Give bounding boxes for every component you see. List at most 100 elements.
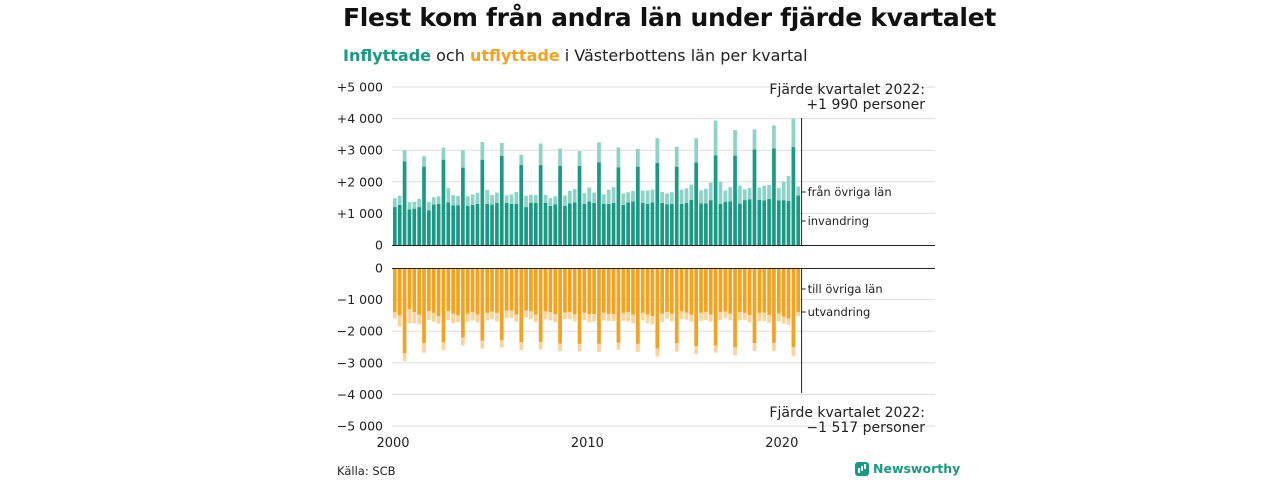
outflow-bars — [393, 268, 801, 362]
bar-invandring — [601, 194, 606, 204]
bar-utvandring — [757, 312, 762, 322]
bar-invandring — [470, 194, 475, 205]
bar-till-ovriga-lan — [402, 268, 407, 354]
bar-invandring — [499, 142, 504, 156]
bar-invandring — [621, 193, 626, 205]
bar-till-ovriga-lan — [616, 268, 621, 343]
bar-fran-ovriga-lan — [742, 200, 747, 245]
bar-invandring — [689, 184, 694, 200]
annotation-bottom-line: −1 517 personer — [806, 420, 925, 436]
bar-utvandring — [762, 312, 767, 322]
bar-fran-ovriga-lan — [718, 203, 723, 245]
bar-fran-ovriga-lan — [704, 203, 708, 245]
bar-utvandring — [475, 314, 480, 323]
bar-till-ovriga-lan — [606, 268, 611, 315]
bar-invandring — [475, 192, 480, 204]
bar-till-ovriga-lan — [553, 268, 558, 315]
bar-till-ovriga-lan — [519, 268, 524, 343]
bar-till-ovriga-lan — [529, 268, 533, 312]
bar-utvandring — [543, 311, 548, 320]
bar-utvandring — [631, 314, 635, 324]
series-labels: från övriga län invandring till övriga län… — [801, 185, 892, 319]
bar-till-ovriga-lan — [713, 268, 718, 346]
bar-utvandring — [451, 313, 456, 324]
bar-utvandring — [704, 311, 708, 320]
bar-till-ovriga-lan — [767, 268, 771, 316]
bar-utvandring — [674, 343, 679, 352]
bar-invandring — [427, 202, 431, 211]
bar-invandring — [538, 143, 543, 166]
bar-invandring — [747, 188, 752, 200]
bar-invandring — [704, 188, 708, 204]
bar-invandring — [441, 147, 446, 160]
bar-utvandring — [679, 311, 684, 319]
bar-till-ovriga-lan — [470, 268, 475, 313]
bar-invandring — [451, 195, 456, 206]
bar-utvandring — [728, 313, 733, 321]
bar-fran-ovriga-lan — [470, 204, 475, 245]
bar-utvandring — [412, 312, 417, 324]
bar-utvandring — [441, 342, 446, 351]
bar-utvandring — [723, 311, 728, 319]
bar-till-ovriga-lan — [640, 268, 645, 313]
bar-till-ovriga-lan — [456, 268, 460, 316]
y-tick-top: 0 — [375, 238, 383, 253]
bar-invandring — [670, 192, 674, 204]
bar-fran-ovriga-lan — [781, 200, 786, 245]
bar-utvandring — [660, 313, 664, 323]
bar-fran-ovriga-lan — [655, 162, 660, 245]
bar-invandring — [587, 187, 592, 202]
bar-invandring — [665, 193, 669, 205]
bar-utvandring — [640, 312, 645, 321]
bar-fran-ovriga-lan — [514, 203, 519, 245]
bar-till-ovriga-lan — [422, 268, 426, 344]
bar-till-ovriga-lan — [524, 268, 528, 311]
bar-fran-ovriga-lan — [538, 165, 543, 245]
bar-utvandring — [470, 312, 475, 321]
bar-fran-ovriga-lan — [621, 204, 626, 245]
subtitle-utflyttade: utflyttade — [469, 46, 560, 65]
bar-till-ovriga-lan — [582, 268, 587, 313]
bar-fran-ovriga-lan — [582, 203, 587, 245]
bar-invandring — [776, 188, 781, 201]
bar-utvandring — [611, 314, 616, 322]
bar-till-ovriga-lan — [796, 268, 801, 313]
bar-utvandring — [621, 312, 626, 321]
chart-title: Flest kom från andra län under fjärde kv… — [343, 3, 997, 32]
y-tick-top: +5 000 — [337, 80, 383, 95]
bar-till-ovriga-lan — [548, 268, 553, 313]
bar-till-ovriga-lan — [621, 268, 626, 313]
brand-logo: Newsworthy — [855, 461, 960, 476]
bar-till-ovriga-lan — [684, 268, 689, 313]
bar-fran-ovriga-lan — [723, 202, 728, 245]
bar-utvandring — [713, 345, 718, 353]
bar-utvandring — [781, 316, 786, 324]
bar-till-ovriga-lan — [597, 268, 601, 344]
bar-utvandring — [553, 314, 558, 323]
bar-till-ovriga-lan — [475, 268, 480, 315]
bar-fran-ovriga-lan — [772, 148, 776, 245]
y-tick-bottom: 0 — [375, 261, 383, 276]
bar-utvandring — [670, 313, 674, 322]
bar-fran-ovriga-lan — [577, 166, 582, 245]
bar-utvandring — [665, 311, 669, 319]
bar-fran-ovriga-lan — [519, 165, 524, 245]
bar-till-ovriga-lan — [436, 268, 441, 317]
bar-invandring — [781, 181, 786, 201]
subtitle-inflyttade: Inflyttade — [343, 46, 432, 65]
bar-utvandring — [689, 314, 694, 322]
bar-invandring — [728, 187, 733, 202]
bar-invandring — [723, 190, 728, 203]
bar-invandring — [626, 192, 630, 203]
bar-invandring — [791, 118, 796, 148]
bar-fran-ovriga-lan — [713, 155, 718, 245]
bar-till-ovriga-lan — [738, 268, 742, 313]
inflow-bars — [393, 118, 801, 245]
bar-fran-ovriga-lan — [490, 204, 494, 245]
bar-fran-ovriga-lan — [679, 203, 684, 245]
bar-fran-ovriga-lan — [752, 149, 757, 245]
bar-utvandring — [499, 340, 504, 348]
bar-invandring — [514, 191, 519, 204]
bar-invandring — [645, 190, 650, 204]
bar-utvandring — [767, 315, 771, 323]
